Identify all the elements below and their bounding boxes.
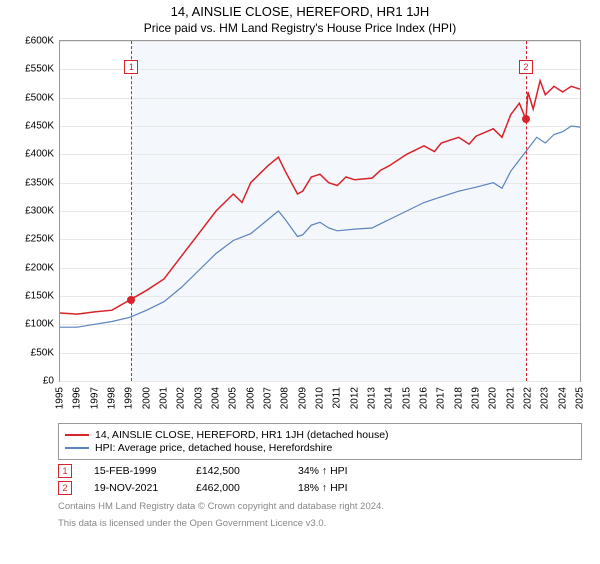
x-tick-label: 2005 (228, 387, 239, 409)
footnote-line-2: This data is licensed under the Open Gov… (58, 518, 582, 529)
chart: £0 £50K £100K £150K £200K £250K £300K £350K £400… (10, 41, 590, 417)
y-tick-label: £200K (25, 262, 54, 273)
legend: 14, AINSLIE CLOSE, HEREFORD, HR1 1JH (de… (58, 423, 582, 460)
x-tick-label: 1999 (124, 387, 135, 409)
x-tick-label: 2004 (211, 387, 222, 409)
x-tick-label: 2006 (245, 387, 256, 409)
page-subtitle: Price paid vs. HM Land Registry's House … (0, 21, 600, 35)
sale-row: 2 19-NOV-2021 £462,000 18% ↑ HPI (58, 481, 582, 495)
sale-row-marker: 1 (58, 464, 72, 478)
y-tick-label: £250K (25, 234, 54, 245)
x-tick-label: 2023 (540, 387, 551, 409)
x-tick-label: 2009 (297, 387, 308, 409)
page-title: 14, AINSLIE CLOSE, HEREFORD, HR1 1JH (0, 4, 600, 19)
x-tick-label: 1997 (89, 387, 100, 409)
sale-row-marker: 2 (58, 481, 72, 495)
y-tick-label: £550K (25, 64, 54, 75)
x-tick-label: 2020 (488, 387, 499, 409)
series-line (60, 81, 580, 314)
y-tick-label: £100K (25, 319, 54, 330)
x-tick-label: 2019 (471, 387, 482, 409)
sale-price: £462,000 (196, 482, 276, 494)
x-tick-label: 2021 (505, 387, 516, 409)
x-tick-label: 2014 (384, 387, 395, 409)
legend-swatch (65, 447, 89, 449)
sale-date: 19-NOV-2021 (94, 482, 174, 494)
x-tick-label: 2013 (367, 387, 378, 409)
x-tick-label: 1995 (55, 387, 66, 409)
y-tick-label: £600K (25, 36, 54, 47)
x-tick-label: 2008 (280, 387, 291, 409)
gridline (60, 381, 580, 382)
y-tick-label: £0 (43, 376, 54, 387)
sales-table: 1 15-FEB-1999 £142,500 34% ↑ HPI 2 19-NOV-202… (58, 464, 582, 495)
sale-price: £142,500 (196, 465, 276, 477)
legend-label: 14, AINSLIE CLOSE, HEREFORD, HR1 1JH (de… (95, 429, 389, 441)
series-lines (60, 41, 580, 381)
sale-row: 1 15-FEB-1999 £142,500 34% ↑ HPI (58, 464, 582, 478)
x-tick-label: 2000 (141, 387, 152, 409)
y-tick-label: £350K (25, 177, 54, 188)
x-tick-label: 2015 (401, 387, 412, 409)
x-tick-label: 1998 (107, 387, 118, 409)
series-line (60, 126, 580, 327)
legend-swatch (65, 434, 89, 436)
footnote-line-1: Contains HM Land Registry data © Crown c… (58, 501, 582, 512)
y-tick-label: £150K (25, 291, 54, 302)
x-tick-label: 2022 (523, 387, 534, 409)
x-tick-label: 2024 (557, 387, 568, 409)
x-tick-label: 2007 (263, 387, 274, 409)
sale-delta: 34% ↑ HPI (298, 465, 378, 477)
x-tick-label: 2012 (349, 387, 360, 409)
x-tick-label: 2017 (436, 387, 447, 409)
legend-item: HPI: Average price, detached house, Here… (65, 442, 575, 454)
y-tick-label: £50K (31, 347, 54, 358)
sale-delta: 18% ↑ HPI (298, 482, 378, 494)
plot-area: £0£50K£100K£150K£200K£250K£300K£350K£400… (60, 41, 580, 381)
x-tick-label: 2001 (159, 387, 170, 409)
x-tick-label: 1996 (72, 387, 83, 409)
sale-date: 15-FEB-1999 (94, 465, 174, 477)
y-tick-label: £300K (25, 206, 54, 217)
y-tick-label: £450K (25, 121, 54, 132)
x-tick-label: 2016 (419, 387, 430, 409)
x-tick-label: 2018 (453, 387, 464, 409)
x-tick-label: 2002 (176, 387, 187, 409)
x-tick-label: 2025 (575, 387, 586, 409)
legend-item: 14, AINSLIE CLOSE, HEREFORD, HR1 1JH (de… (65, 429, 575, 441)
legend-label: HPI: Average price, detached house, Here… (95, 442, 332, 454)
x-tick-label: 2010 (315, 387, 326, 409)
y-tick-label: £500K (25, 92, 54, 103)
y-tick-label: £400K (25, 149, 54, 160)
x-tick-label: 2011 (332, 387, 343, 409)
x-tick-label: 2003 (193, 387, 204, 409)
